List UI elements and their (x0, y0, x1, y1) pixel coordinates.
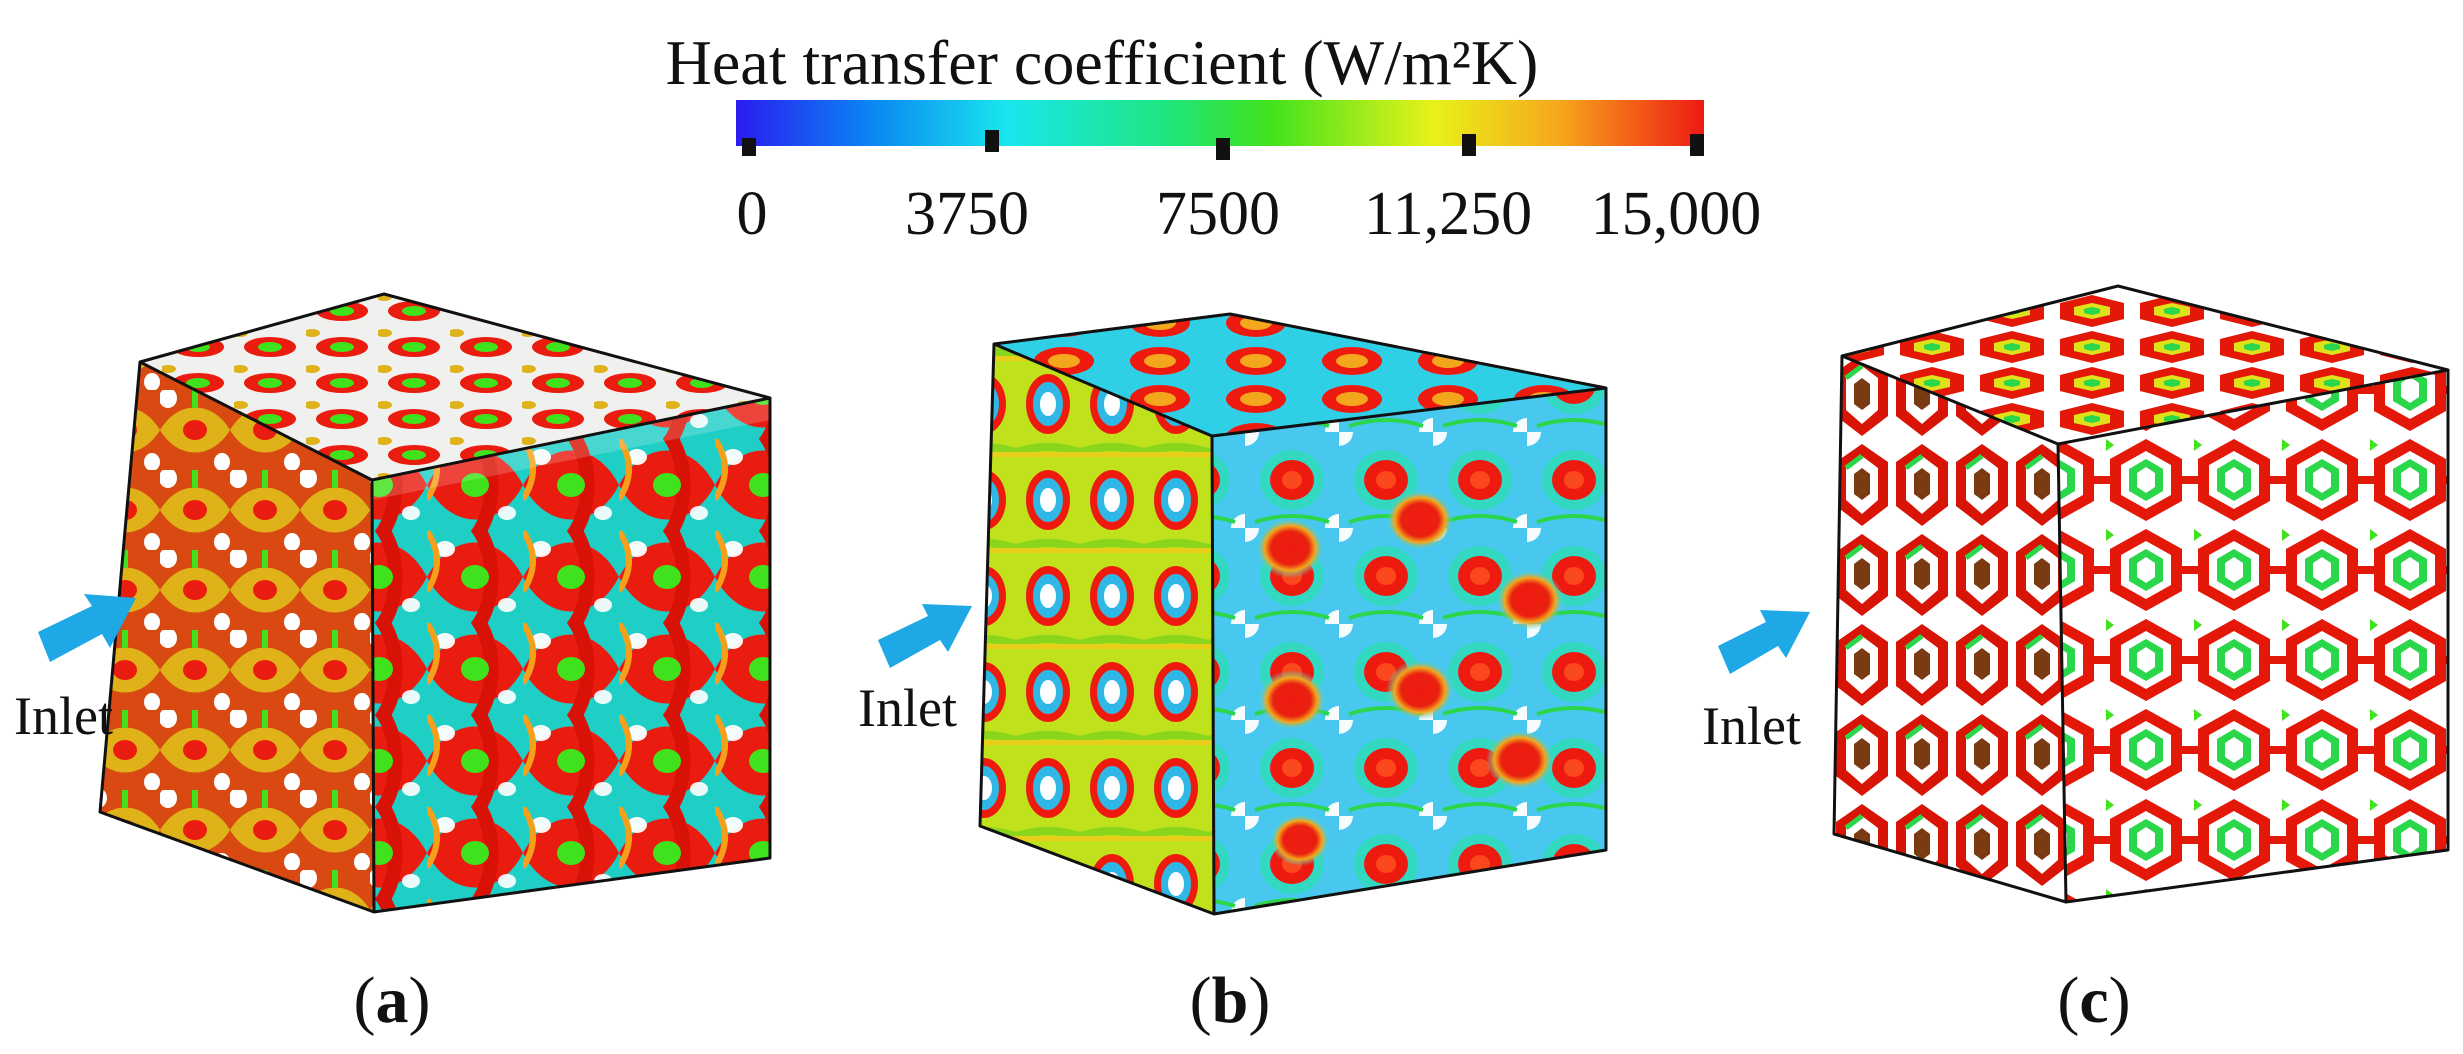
panel-c: Inlet (c) (1702, 284, 2450, 1037)
colorbar-tick-mark (742, 138, 756, 156)
colorbar: Heat transfer coefficient (W/m²K) 0 3750… (666, 27, 1762, 248)
colorbar-tick-marks (742, 130, 1704, 160)
panel-b-caption: (b) (1190, 964, 1271, 1037)
colorbar-tick-mark (1462, 134, 1476, 156)
panel-a-caption: (a) (354, 964, 431, 1037)
panel-a-inlet-label: Inlet (14, 686, 113, 746)
panel-c-inlet-label: Inlet (1702, 696, 1801, 756)
panel-c-lattice (1834, 286, 2448, 902)
panel-b-lattice (980, 314, 1606, 914)
colorbar-tick-label: 15,000 (1591, 180, 1762, 248)
panel-b: Inlet (b) (858, 312, 1608, 1037)
colorbar-tick-mark (1216, 138, 1230, 160)
colorbar-tick-label: 7500 (1156, 180, 1280, 248)
panel-b-hotspots (1256, 490, 1564, 866)
arrow-icon (38, 594, 136, 662)
colorbar-tick-label: 11,250 (1364, 180, 1532, 248)
colorbar-title: Heat transfer coefficient (W/m²K) (666, 27, 1539, 98)
arrow-icon (878, 604, 972, 668)
panel-b-inlet-label: Inlet (858, 678, 957, 738)
panel-a-lattice (100, 294, 770, 912)
panel-c-bounding-box (1832, 284, 2450, 904)
panel-a: Inlet (a) (14, 292, 772, 1037)
colorbar-tick-mark (1690, 134, 1704, 156)
panel-a-bounding-box (98, 292, 772, 914)
panel-c-caption: (c) (2057, 964, 2130, 1037)
colorbar-tick-label: 0 (737, 180, 768, 248)
arrow-icon (1718, 610, 1810, 674)
panel-b-bounding-box (978, 312, 1608, 916)
colorbar-tick-label: 3750 (905, 180, 1029, 248)
colorbar-tick-mark (985, 130, 999, 152)
